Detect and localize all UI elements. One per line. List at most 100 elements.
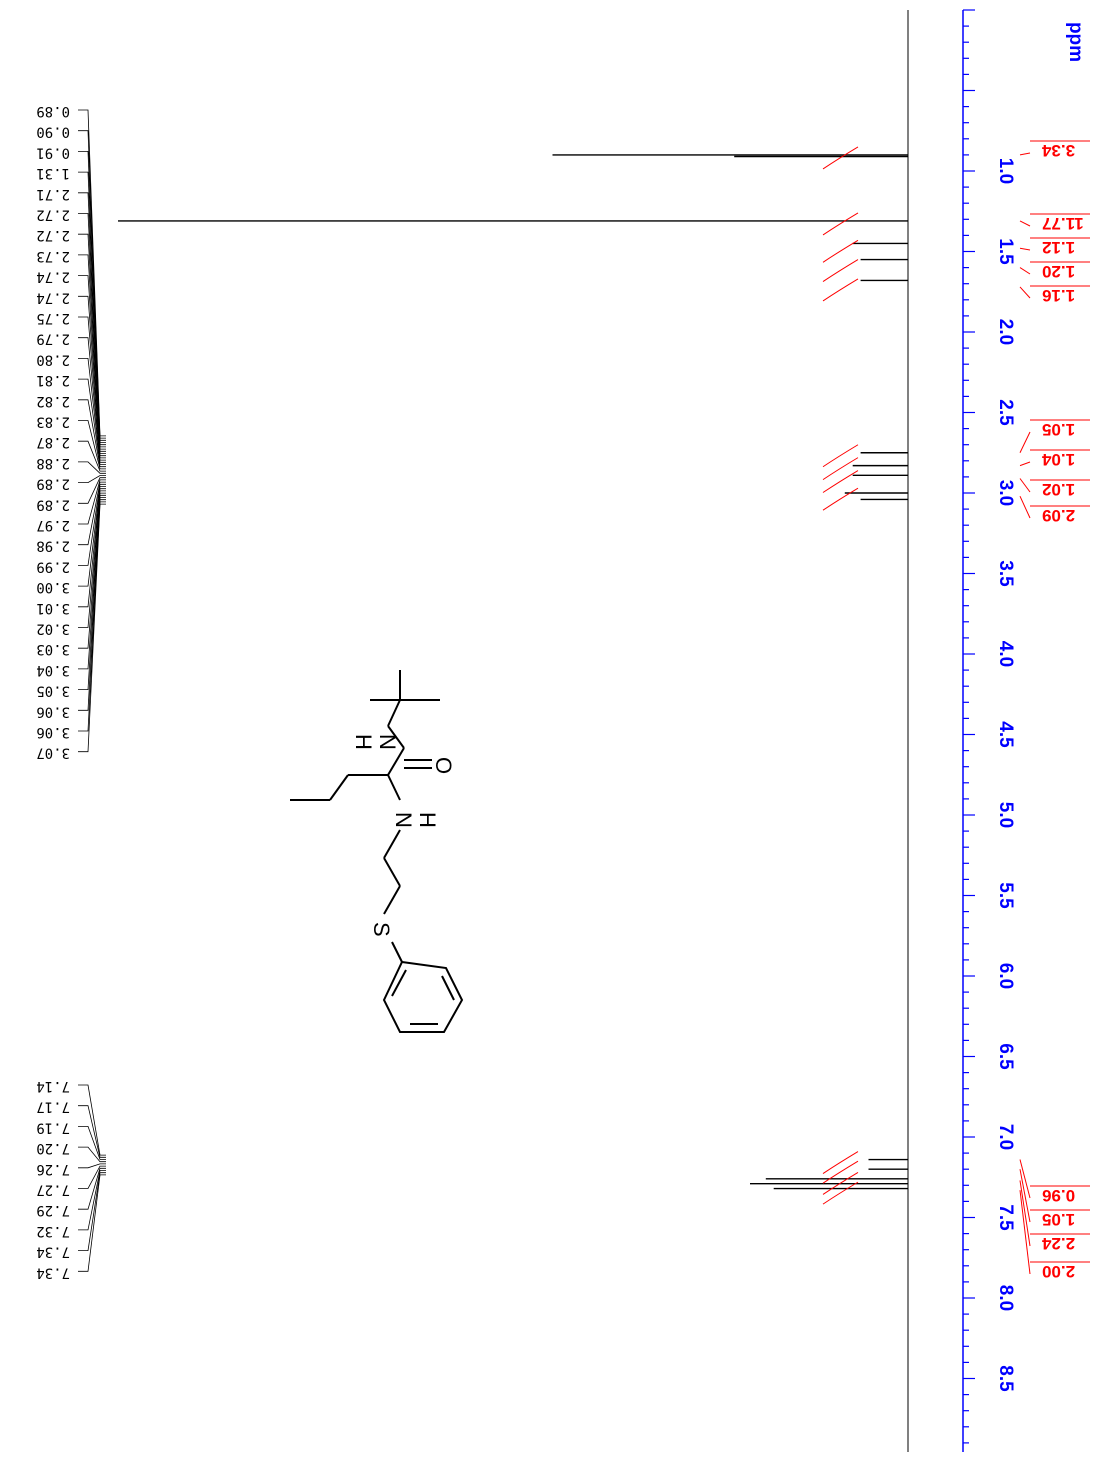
peak-label: 2.75 [36, 310, 70, 326]
peak-label-leader [78, 488, 106, 608]
integral-value: 2.24 [1041, 1234, 1075, 1253]
atom-label-n2: N [391, 812, 416, 828]
peak-label: 7.20 [36, 1140, 70, 1156]
integral-connector [1019, 431, 1031, 453]
peak-label-leader [78, 492, 106, 649]
atom-label-n1: N [375, 734, 400, 750]
peak-label-leader [78, 233, 106, 450]
peak-label: 2.98 [36, 538, 70, 554]
peak-label-leader [78, 501, 106, 732]
peak-label-leader [78, 213, 106, 448]
peak-label: 7.32 [36, 1223, 70, 1239]
axis-tick-label: 8.5 [995, 1365, 1016, 1392]
peak-label-leader [78, 1163, 106, 1169]
axis-tick-label: 7.0 [995, 1124, 1016, 1150]
integral-value: 1.04 [1041, 450, 1075, 469]
axis-tick-label: 5.0 [995, 802, 1016, 828]
spectrum-trace [118, 10, 909, 1452]
axis-ticks [963, 9, 975, 1444]
integral-value: 2.00 [1042, 1262, 1075, 1281]
peak-label: 2.79 [36, 331, 70, 347]
peak-label-leader [78, 461, 106, 474]
peak-label-leader [78, 275, 106, 454]
axis-tick-label: 2.5 [995, 399, 1016, 426]
integral-value: 1.20 [1042, 262, 1075, 281]
integral-curve [822, 487, 859, 511]
peak-label-leader [78, 477, 106, 504]
peak-label: 0.89 [36, 103, 70, 119]
peak-label: 2.87 [36, 434, 70, 450]
peak-label-leader [78, 171, 106, 443]
integral-connector [1019, 220, 1031, 227]
peak-label: 2.82 [36, 393, 70, 409]
peak-label-leader [78, 1084, 106, 1156]
integral-curve [822, 457, 859, 481]
peak-label: 3.05 [36, 683, 70, 699]
atom-label-o: O [431, 757, 456, 774]
peak-label-leader [78, 499, 106, 711]
axis-tick-label: 3.0 [995, 480, 1016, 506]
integral-value: 3.34 [1041, 141, 1075, 160]
peak-label-leader [78, 475, 106, 483]
integral-connector [1019, 247, 1031, 251]
integral-curve [822, 1181, 859, 1205]
peak-label: 2.73 [36, 248, 70, 264]
peak-label-leader [78, 1167, 106, 1210]
peak-label-leader [78, 503, 106, 753]
integral-connector [1019, 1159, 1031, 1199]
axis-unit-label: ppm [1065, 22, 1086, 62]
peak-label-leader [78, 151, 106, 441]
integral-value: 11.77 [1042, 214, 1084, 233]
peak-label: 7.34 [36, 1244, 70, 1260]
integral-curve [822, 444, 859, 468]
peak-label: 2.74 [36, 289, 70, 305]
peak-label: 3.02 [36, 621, 70, 637]
axis-tick-label: 4.0 [995, 641, 1016, 667]
peak-label-leader [78, 420, 106, 470]
peak-label-leader [78, 1172, 106, 1251]
integral-curve [822, 239, 859, 263]
peak-label: 7.34 [36, 1264, 70, 1280]
peak-label: 3.06 [36, 724, 70, 740]
integral-curve [822, 259, 859, 283]
integral-curve [822, 278, 859, 302]
peak-label-leader [78, 494, 106, 670]
molecule-structure: N H O N H S [290, 670, 464, 1033]
peak-label: 2.88 [36, 455, 70, 471]
peak-label-leader [78, 1170, 106, 1231]
axis-tick-label: 6.5 [995, 1043, 1016, 1070]
peak-label-leader [78, 1146, 106, 1163]
peak-label: 7.14 [36, 1078, 70, 1094]
peak-label: 2.72 [36, 227, 70, 243]
peak-label: 2.71 [36, 186, 70, 202]
peak-label: 2.99 [36, 558, 70, 574]
atom-label-h1: H [351, 734, 376, 750]
peak-label-leader [78, 192, 106, 446]
peak-label: 3.04 [36, 662, 70, 678]
peak-label: 2.80 [36, 351, 70, 367]
integral-value: 1.05 [1042, 420, 1075, 439]
integral-connector [1019, 267, 1031, 275]
peak-label-leader [78, 497, 106, 690]
peak-label: 2.74 [36, 269, 70, 285]
peak-label-leader [78, 130, 106, 439]
peak-label: 2.72 [36, 207, 70, 223]
peak-label: 3.06 [36, 703, 70, 719]
peak-label-leader [78, 109, 106, 437]
integral-value: 1.16 [1042, 286, 1075, 305]
peak-label-leader [78, 1165, 106, 1189]
integral-value: 0.96 [1042, 1186, 1075, 1205]
integral-connector [1019, 496, 1031, 519]
peak-label-leader [78, 295, 106, 457]
integral-connector [1019, 478, 1031, 493]
peak-label-leader [78, 486, 106, 587]
integral-curve [822, 1172, 859, 1195]
peak-label-leader [78, 490, 106, 628]
peak-label-leader [78, 399, 106, 468]
peak-label-leader [78, 481, 106, 546]
spectrum-peaks [118, 154, 908, 1190]
peak-label: 3.01 [36, 600, 70, 616]
integral-value: 2.09 [1042, 506, 1075, 525]
peak-label-leader [78, 358, 106, 463]
integral-connector [1019, 1190, 1031, 1275]
